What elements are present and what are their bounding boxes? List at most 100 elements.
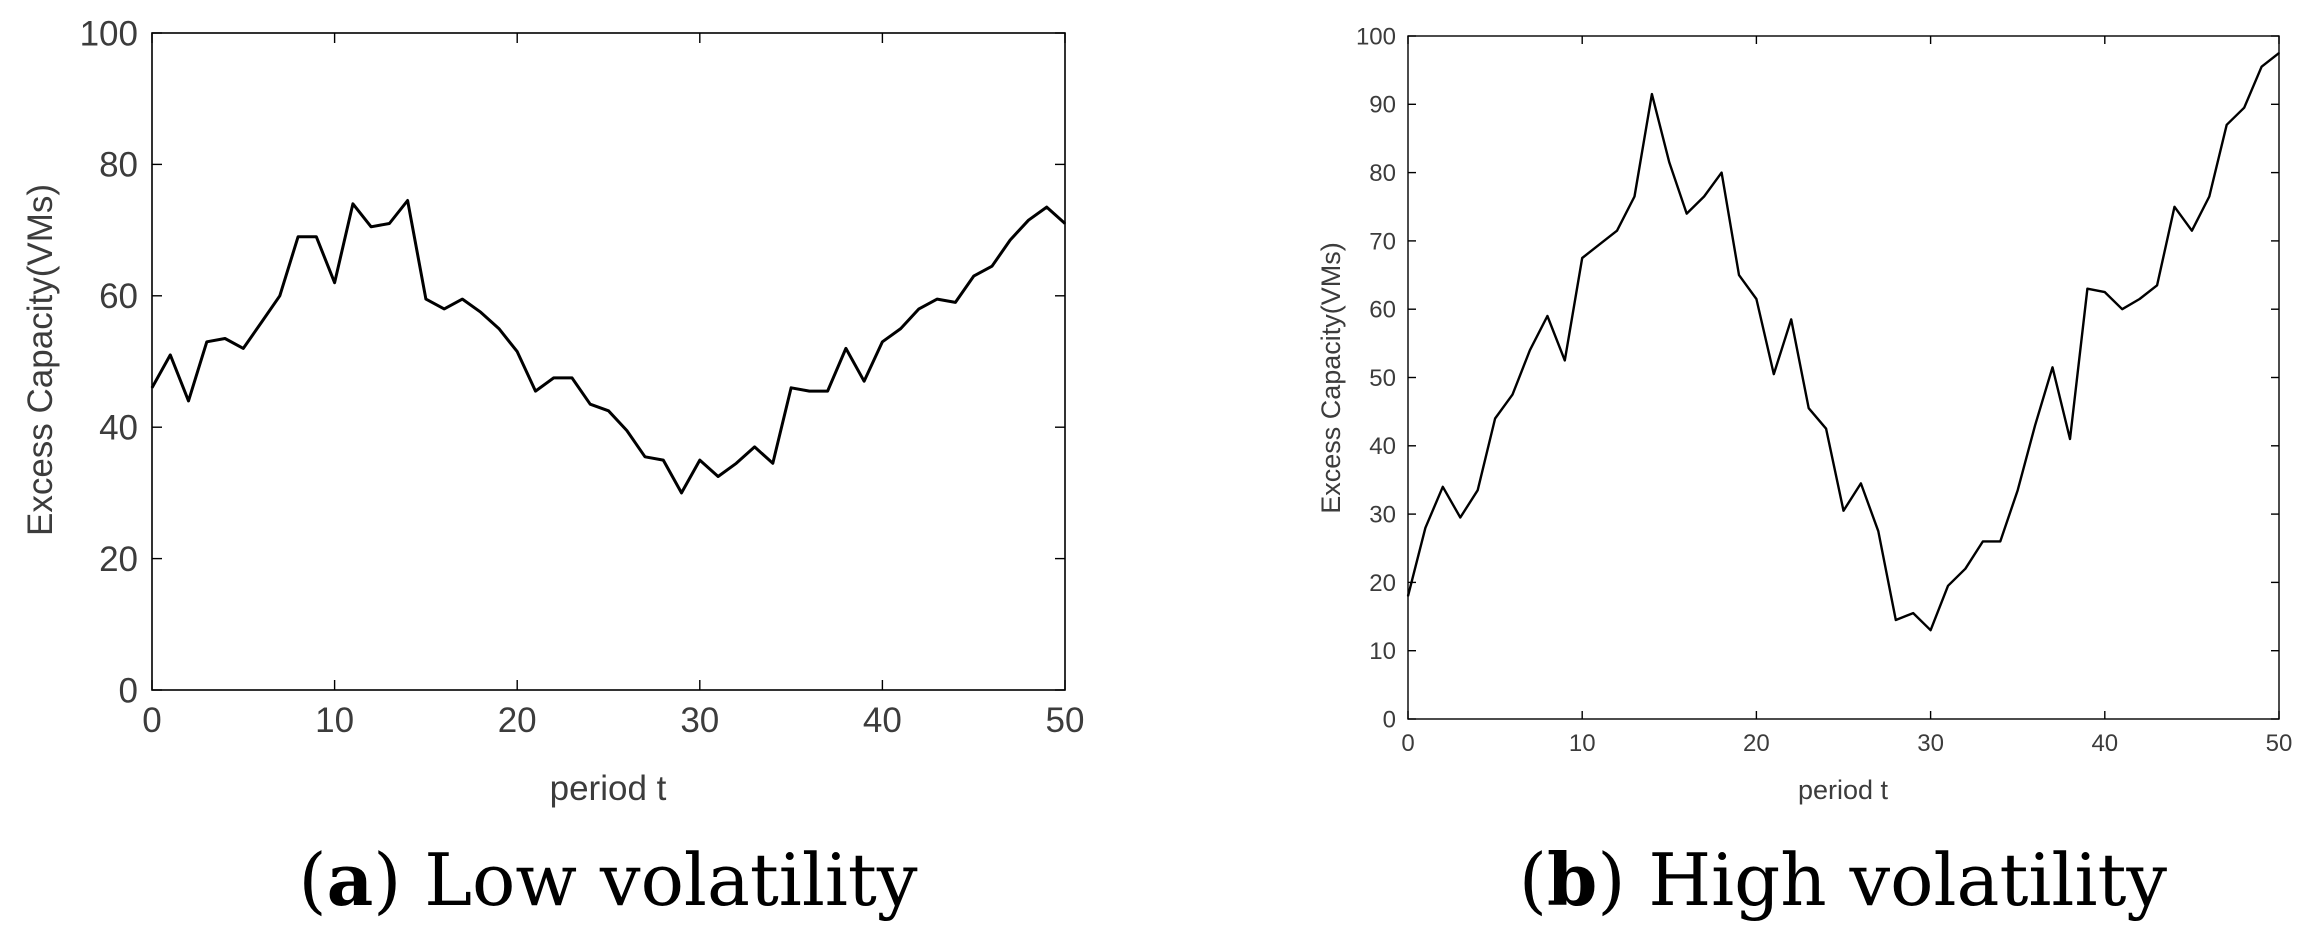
data-point [352,203,354,205]
x-tick-label: 50 [2266,730,2293,757]
plot-area-frame [151,32,1066,691]
data-point [1511,393,1514,396]
y-tick-label: 60 [1369,297,1396,324]
panel-caption: (b) High volatility [1519,837,2168,922]
data-point [2051,366,2054,369]
data-point [297,235,299,238]
data-point [863,380,865,383]
chart-panel-high-volatility: 0 10 20 30 40 50 0 10 20 30 40 50 60 70 80 90 100 perio… [1316,23,2292,922]
data-point [2121,308,2123,311]
data-point [1598,243,1601,246]
data-point [461,298,464,300]
y-tick-labels: 0 10 20 30 40 50 60 70 80 90 100 [1356,23,1396,733]
data-point [1009,239,1011,241]
x-tick-label: 40 [2091,730,2118,757]
x-tick-label: 10 [1569,730,1596,757]
data-point [1633,195,1636,198]
data-point [1720,171,1723,174]
data-point [2225,124,2228,126]
panel-caption: (a) Low volatility [298,837,917,922]
data-point [1564,359,1566,362]
data-point [2069,438,2071,440]
data-point [1773,373,1775,375]
data-point [972,275,975,277]
data-point [753,446,756,448]
data-point [2034,424,2036,427]
data-point [991,265,993,268]
y-tick-label: 40 [99,408,138,447]
data-point [498,327,500,330]
data-point [626,429,628,432]
data-points [1407,52,2280,631]
data-point [187,400,190,402]
data-point [2086,287,2089,290]
caption-text: High volatility [1625,838,2167,922]
data-point [443,308,446,310]
data-point [1459,516,1462,519]
data-point [224,337,226,340]
data-point [242,347,245,350]
data-point [699,459,701,461]
data-point [534,390,537,392]
y-tick-label: 70 [1369,228,1396,255]
data-point [315,235,318,238]
data-point [1842,509,1845,512]
data-point [808,390,811,392]
y-tick-label: 30 [1369,502,1396,529]
axis-ticks [151,32,1066,691]
y-tick-label: 60 [99,277,138,316]
y-tick-label: 50 [1369,365,1396,392]
data-point [1738,274,1740,276]
data-point [169,354,172,356]
axis-ticks [1407,35,2280,720]
data-point [717,475,719,478]
data-point [1877,530,1880,532]
data-point [2173,206,2176,208]
y-tick-label: 10 [1369,638,1396,665]
data-point [1407,595,1409,597]
data-point [1825,427,1827,430]
data-point [479,311,482,314]
series-line [1406,52,2280,632]
x-tick-labels: 0 10 20 30 40 50 [1401,730,2292,757]
data-point [680,492,683,494]
data-point [1651,93,1653,95]
data-point [2260,65,2263,68]
data-point [607,410,610,412]
data-point [1581,257,1583,259]
data-point [1424,527,1427,529]
data-points [151,199,1066,494]
x-axis-label: period t [550,769,667,808]
data-point [370,226,372,228]
data-point [1755,298,1758,300]
data-point [954,301,957,304]
data-point [1703,195,1705,198]
y-tick-label: 0 [1383,706,1396,733]
caption-letter: b [1547,837,1597,922]
data-point [881,341,884,343]
y-tick-label: 20 [1369,570,1396,597]
x-tick-labels: 0 10 20 30 40 50 [142,701,1084,740]
data-point [1616,229,1618,232]
x-axis-label: period t [1798,775,1889,805]
y-tick-label: 0 [119,671,138,710]
data-point [790,387,792,389]
data-point [1494,417,1496,420]
data-point [1895,619,1897,621]
data-point [1442,486,1444,488]
data-point [1929,629,1932,631]
data-point [1027,219,1030,221]
data-point [1982,540,1984,543]
data-point [899,327,902,330]
data-point [1860,482,1862,485]
data-point [662,459,665,461]
data-point [735,462,738,465]
data-point [1790,318,1792,321]
x-tick-label: 20 [1743,730,1770,757]
data-point [260,321,263,323]
y-axis-label: Excess Capacity(VMs) [1316,242,1346,514]
y-axis-label: Excess Capacity(VMs) [21,184,60,536]
data-point [388,222,391,225]
data-point [1668,161,1671,164]
